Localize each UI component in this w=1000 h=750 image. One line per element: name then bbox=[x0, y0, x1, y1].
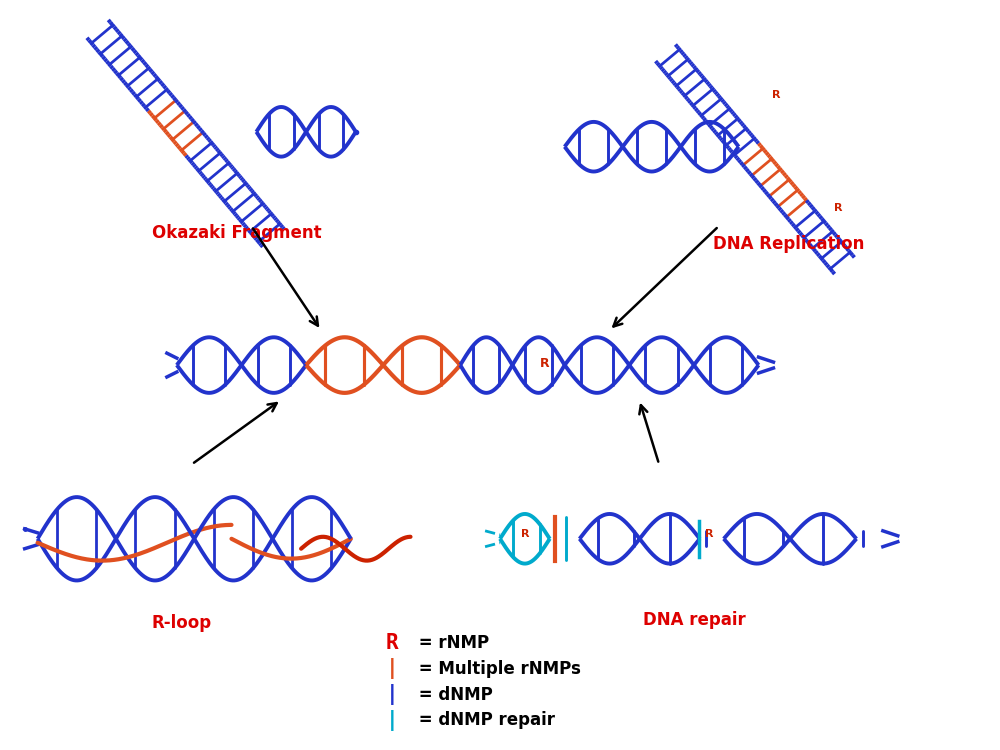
Text: R: R bbox=[540, 356, 550, 370]
Text: R: R bbox=[772, 90, 781, 100]
Text: Okazaki Fragment: Okazaki Fragment bbox=[152, 224, 321, 242]
Text: DNA repair: DNA repair bbox=[643, 611, 745, 629]
Text: R-loop: R-loop bbox=[152, 614, 212, 632]
Text: R: R bbox=[521, 529, 529, 538]
Text: |: | bbox=[386, 684, 398, 705]
Text: = rNMP: = rNMP bbox=[413, 634, 490, 652]
Text: = dNMP repair: = dNMP repair bbox=[413, 712, 555, 730]
Text: |: | bbox=[386, 658, 398, 680]
Text: |: | bbox=[386, 710, 398, 731]
Text: R: R bbox=[834, 203, 842, 213]
Text: DNA Replication: DNA Replication bbox=[713, 235, 864, 253]
Text: = dNMP: = dNMP bbox=[413, 686, 493, 703]
Text: = Multiple rNMPs: = Multiple rNMPs bbox=[413, 660, 581, 678]
Text: R: R bbox=[705, 529, 713, 538]
Text: R: R bbox=[386, 633, 398, 653]
